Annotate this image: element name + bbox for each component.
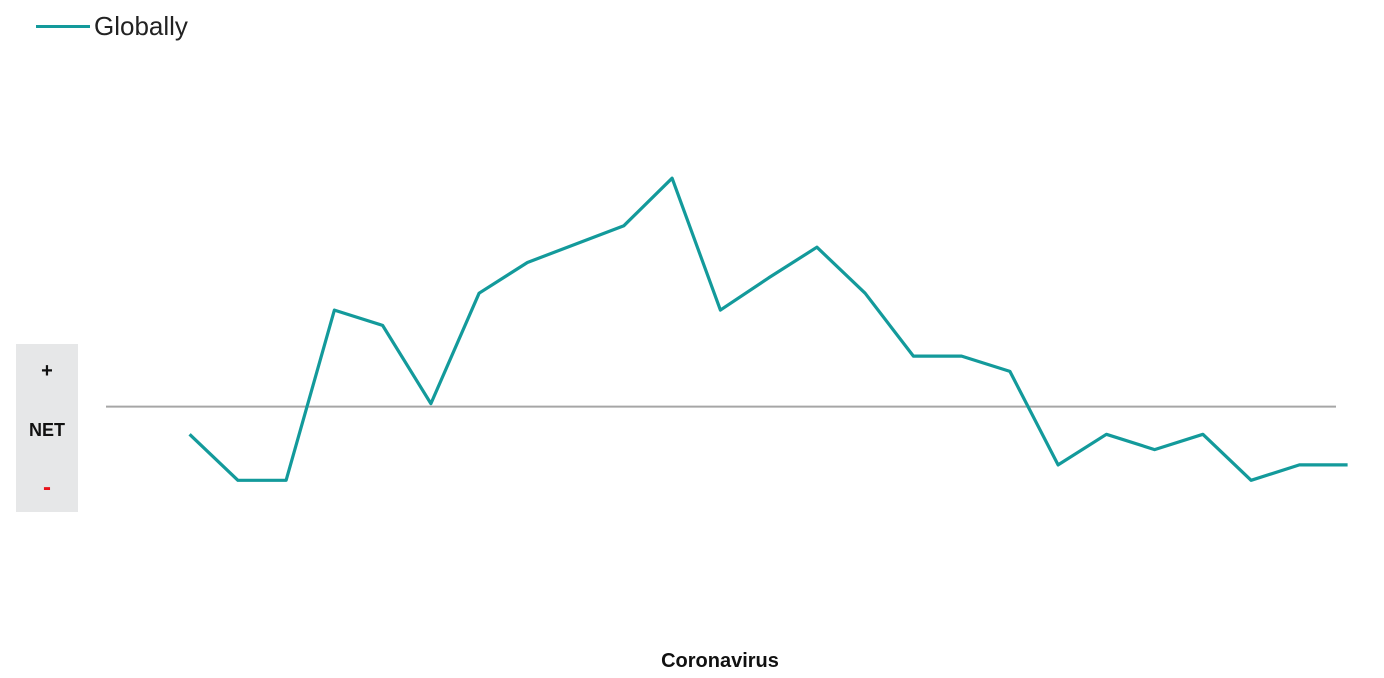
- net-negative-sign: -: [43, 474, 51, 501]
- legend-line-swatch: [36, 24, 90, 28]
- legend-label: Globally: [94, 10, 188, 41]
- net-label: NET: [29, 420, 65, 440]
- net-scale-indicator: + NET -: [16, 344, 78, 512]
- chart-legend: Globally: [36, 8, 188, 44]
- net-positive-sign: +: [41, 360, 53, 382]
- x-axis-label: Coronavirus: [661, 650, 779, 672]
- series-line-globally: [188, 176, 1348, 482]
